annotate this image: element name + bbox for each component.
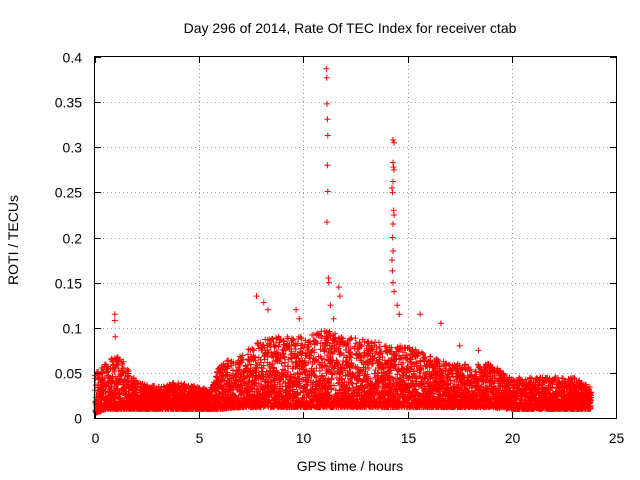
data-point [111, 364, 118, 371]
data-point [120, 358, 127, 365]
data-point [115, 362, 122, 369]
data-point [285, 362, 292, 369]
data-point [337, 350, 344, 357]
data-point [382, 343, 389, 350]
data-point [115, 367, 122, 374]
data-point [352, 335, 359, 342]
chart-title: Day 296 of 2014, Rate Of TEC Index for r… [184, 20, 517, 36]
data-point [116, 390, 123, 397]
data-points [92, 65, 595, 416]
grid-lines [95, 57, 616, 418]
data-point [151, 382, 158, 389]
data-point [108, 383, 115, 390]
data-point [376, 339, 383, 346]
data-point [263, 368, 270, 375]
data-point [120, 365, 127, 372]
data-point [125, 367, 132, 374]
data-point [259, 365, 266, 372]
data-point [144, 382, 151, 389]
data-point [284, 334, 291, 341]
data-point [365, 365, 372, 372]
